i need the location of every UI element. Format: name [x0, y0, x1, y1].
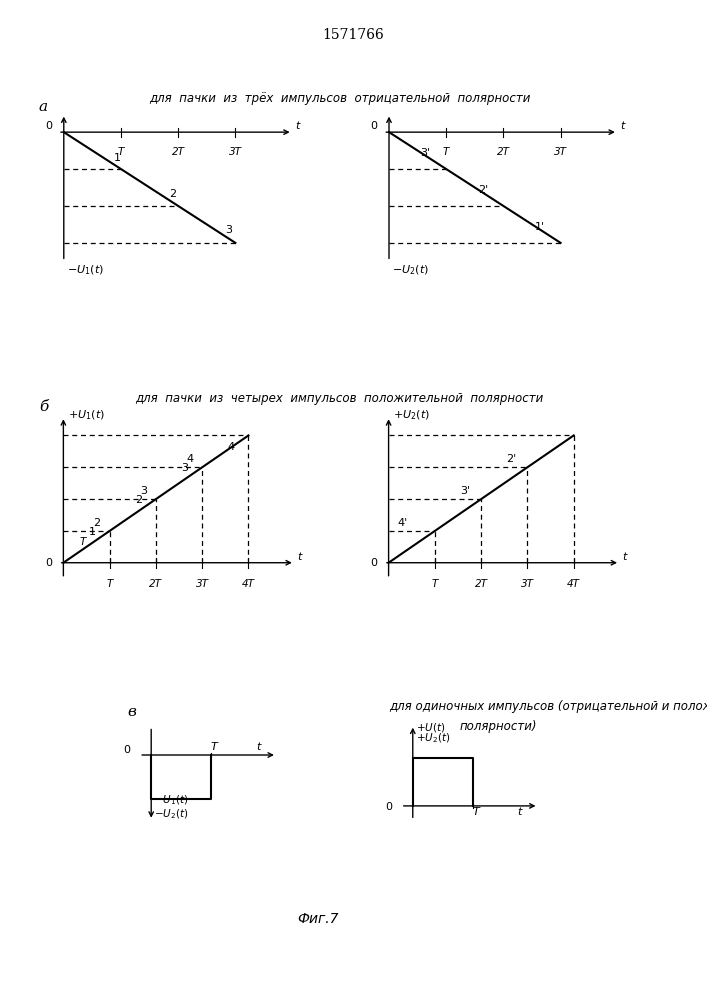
- Text: 3T: 3T: [196, 579, 209, 589]
- Text: 2T: 2T: [172, 147, 185, 157]
- Text: 4: 4: [186, 454, 193, 464]
- Text: T: T: [211, 742, 218, 752]
- Text: 0: 0: [45, 558, 52, 568]
- Text: полярности): полярности): [460, 720, 537, 733]
- Text: 4': 4': [398, 518, 408, 528]
- Text: 1': 1': [535, 222, 545, 232]
- Text: T: T: [107, 579, 113, 589]
- Text: 0: 0: [370, 121, 378, 131]
- Text: 3T: 3T: [554, 147, 567, 157]
- Text: для  пачки  из  четырех  импульсов  положительной  полярности: для пачки из четырех импульсов положител…: [135, 392, 544, 405]
- Text: T: T: [443, 147, 450, 157]
- Text: t: t: [622, 552, 626, 562]
- Text: $+U(t)$: $+U(t)$: [416, 721, 445, 734]
- Text: 3: 3: [182, 463, 188, 473]
- Text: 2': 2': [507, 454, 517, 464]
- Text: t: t: [621, 121, 625, 131]
- Text: t: t: [296, 121, 300, 131]
- Text: 1: 1: [114, 153, 121, 163]
- Text: 3: 3: [225, 225, 232, 235]
- Text: 2': 2': [478, 185, 488, 195]
- Text: а: а: [39, 100, 48, 114]
- Text: 0: 0: [370, 558, 377, 568]
- Text: $+U_1(t)$: $+U_1(t)$: [68, 408, 105, 422]
- Text: Фиг.7: Фиг.7: [297, 912, 339, 926]
- Text: $+U_2(t)$: $+U_2(t)$: [416, 732, 450, 745]
- Text: T: T: [432, 579, 438, 589]
- Text: 4T: 4T: [242, 579, 255, 589]
- Text: t: t: [297, 552, 301, 562]
- Text: T: T: [80, 537, 86, 547]
- Text: 0: 0: [385, 802, 392, 812]
- Text: в: в: [127, 705, 136, 719]
- Text: 2: 2: [170, 189, 177, 199]
- Text: 2T: 2T: [149, 579, 163, 589]
- Text: 3T: 3T: [229, 147, 242, 157]
- Text: $-U_2(t)$: $-U_2(t)$: [392, 263, 428, 277]
- Text: 2: 2: [135, 495, 142, 505]
- Text: t: t: [518, 807, 522, 817]
- Text: 2T: 2T: [474, 579, 488, 589]
- Text: $+U_2(t)$: $+U_2(t)$: [393, 408, 430, 422]
- Text: $-U_1(t)$: $-U_1(t)$: [154, 793, 189, 807]
- Text: 1571766: 1571766: [322, 28, 385, 42]
- Text: 4: 4: [228, 442, 235, 452]
- Text: 2T: 2T: [497, 147, 510, 157]
- Text: t: t: [256, 742, 260, 752]
- Text: 3T: 3T: [521, 579, 534, 589]
- Text: 1: 1: [89, 527, 96, 537]
- Text: б: б: [39, 400, 48, 414]
- Text: 0: 0: [123, 745, 130, 755]
- Text: 4T: 4T: [567, 579, 580, 589]
- Text: 0: 0: [45, 121, 52, 131]
- Text: 3': 3': [421, 148, 431, 158]
- Text: для одиночных импульсов (отрицательной и положительной: для одиночных импульсов (отрицательной и…: [389, 700, 707, 713]
- Text: 3: 3: [140, 486, 147, 496]
- Text: 2: 2: [93, 518, 100, 528]
- Text: $-U_1(t)$: $-U_1(t)$: [66, 263, 103, 277]
- Text: T: T: [118, 147, 124, 157]
- Text: $-U_2(t)$: $-U_2(t)$: [154, 807, 189, 821]
- Text: T: T: [472, 807, 479, 817]
- Text: для  пачки  из  трёх  импульсов  отрицательной  полярности: для пачки из трёх импульсов отрицательно…: [148, 92, 530, 105]
- Text: 3': 3': [460, 486, 470, 496]
